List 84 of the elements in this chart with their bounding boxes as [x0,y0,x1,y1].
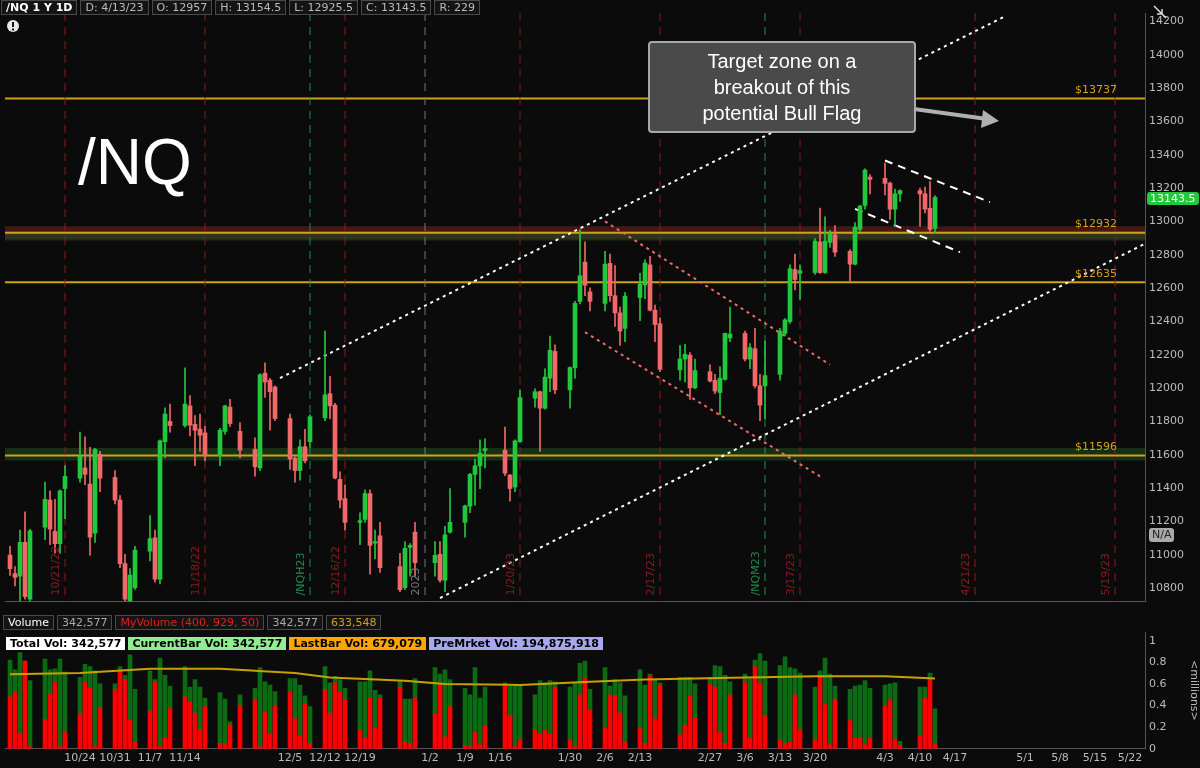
y-tick-label: 12000 [1149,380,1184,394]
x-tick-label: 1/30 [557,751,583,765]
x-tick-label: 4/17 [942,751,968,765]
x-tick-label: 11/7 [137,751,163,765]
text: MyVolume (400, 929, 50) [115,615,265,630]
y-axis-title: <millions> [1187,659,1200,721]
y-tick-label: 11400 [1149,480,1184,494]
annotation: R: 229 [434,0,480,15]
y-tick-label: 12600 [1149,280,1184,294]
annotation: H: 13154.5 [215,0,287,15]
y-tick-label: 0.8 [1149,655,1167,669]
x-tick-label: 4/10 [907,751,933,765]
y-tick-label: 0.2 [1149,720,1167,734]
annotation: LastBar Vol: 679,079 [289,637,427,650]
x-tick-label: 12/12 [309,751,341,765]
y-tick-label: 13600 [1149,114,1184,128]
callout-box: Target zone on a breakout of this potential Bull Flag [648,41,916,133]
y-tick-label: 11000 [1149,547,1184,561]
x-tick-label: 3/13 [767,751,793,765]
x-tick-label: 1/2 [421,751,439,765]
y-tick-label: 0.4 [1149,698,1167,712]
ref-line-label: 10/21/22 [49,545,63,596]
x-tick-label: 5/15 [1082,751,1108,765]
ref-line-label: $13737 [1075,82,1117,96]
text: Volume [3,615,54,630]
x-tick-label: 1/16 [487,751,513,765]
x-tick-label: 2/6 [596,751,614,765]
ref-line-label: $11596 [1075,439,1117,453]
annotation: CurrentBar Vol: 342,577 [128,637,287,650]
annotation: D: 4/13/23 [80,0,149,15]
annotation: /NQ 1 Y 1D [1,0,78,15]
y-tick-label: 13200 [1149,180,1184,194]
ref-line-label: 2023 [409,567,423,596]
text: 633,548 [325,615,382,630]
y-tick-label: 12400 [1149,314,1184,328]
x-tick-label: 3/6 [736,751,754,765]
y-tick-label: 11800 [1149,414,1184,428]
x-tick-label: 2/27 [697,751,723,765]
ref-line-label: 4/21/23 [959,552,973,596]
x-tick-label: 4/3 [876,751,894,765]
x-tick-label: 10/24 [64,751,96,765]
ref-line-label: 12/16/22 [329,545,343,596]
ref-line-label: 1/20/23 [504,552,518,596]
x-tick-label: 11/14 [169,751,201,765]
text: /NQ [78,125,192,200]
text: 342,577 [267,615,323,630]
text: N/A [1149,528,1175,542]
y-tick-label: 12800 [1149,247,1184,261]
ref-line-label: 3/17/23 [784,552,798,596]
y-tick-label: 13800 [1149,80,1184,94]
y-tick-label: 12200 [1149,347,1184,361]
annotation: PreMrket Vol: 194,875,918 [429,637,603,650]
ref-line-label: $12932 [1075,217,1117,231]
y-tick-label: 13400 [1149,147,1184,161]
annotation: L: 12925.5 [289,0,359,15]
ref-line-label: 5/19/23 [1099,552,1113,596]
x-tick-label: 5/8 [1051,751,1069,765]
x-tick-label: 12/5 [277,751,303,765]
ref-line-label: 2/17/23 [644,552,658,596]
y-tick-label: 14000 [1149,47,1184,61]
annotation: O: 12957 [151,0,213,15]
y-tick-label: 10800 [1149,580,1184,594]
ref-line-label: /NQH23 [294,552,308,596]
x-tick-label: 3/20 [802,751,828,765]
x-tick-label: 5/22 [1117,751,1143,765]
x-tick-label: 12/19 [344,751,376,765]
x-tick-label: 5/1 [1016,751,1034,765]
y-tick-label: 1 [1149,633,1156,647]
y-tick-label: 13000 [1149,214,1184,228]
text: 13143.5 [1147,192,1199,205]
x-tick-label: 2/13 [627,751,653,765]
ref-line-label: 11/18/22 [189,545,203,596]
text: 342,577 [56,615,113,630]
y-tick-label: 14200 [1149,14,1184,28]
x-tick-label: 1/9 [456,751,474,765]
annotation: Total Vol: 342,577 [6,637,126,650]
y-tick-label: 11200 [1149,514,1184,528]
y-tick-label: 0 [1149,741,1156,755]
ref-line-label: /NQM23 [749,551,763,596]
ref-line-label: $12635 [1075,266,1117,280]
x-tick-label: 10/31 [99,751,131,765]
annotation: C: 13143.5 [361,0,432,15]
y-tick-label: 0.6 [1149,676,1167,690]
y-tick-label: 11600 [1149,447,1184,461]
